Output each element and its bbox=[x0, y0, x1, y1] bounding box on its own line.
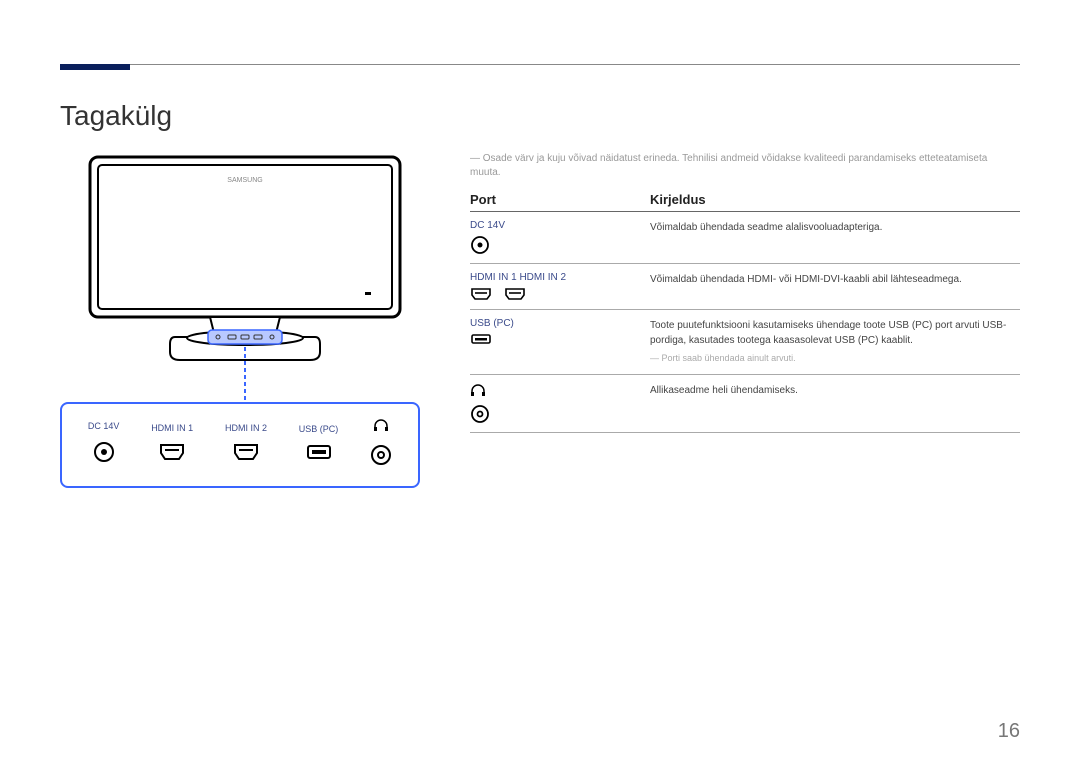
header-port: Port bbox=[470, 192, 650, 207]
table-row: DC 14V Võimaldab ühendada seadme alalisv… bbox=[470, 212, 1020, 264]
port-label bbox=[370, 418, 392, 434]
closeup-port-hdmi1: HDMI IN 1 bbox=[151, 423, 193, 463]
desc-cell: Allikaseadme heli ühendamiseks. bbox=[650, 383, 1020, 398]
closeup-port-hdmi2: HDMI IN 2 bbox=[225, 423, 267, 463]
desc-text: Toote puutefunktsiooni kasutamiseks ühen… bbox=[650, 320, 1006, 346]
content-row: SAMSUNG bbox=[60, 152, 1020, 488]
table-header: Port Kirjeldus bbox=[470, 192, 1020, 212]
table-row: HDMI IN 1 HDMI IN 2 Võimaldab ühendada H… bbox=[470, 264, 1020, 310]
page-title: Tagakülg bbox=[60, 100, 1020, 132]
hdmi-icon bbox=[233, 443, 259, 461]
top-rule bbox=[60, 64, 1020, 65]
page-number: 16 bbox=[998, 720, 1020, 743]
port-label: USB (PC) bbox=[299, 424, 339, 434]
usb-icon bbox=[306, 444, 332, 460]
monitor-diagram: SAMSUNG bbox=[80, 152, 410, 362]
note-text: Osade värv ja kuju võivad näidatust erin… bbox=[470, 152, 1020, 180]
hdmi-icon bbox=[159, 443, 185, 461]
desc-subnote: Porti saab ühendada ainult arvuti. bbox=[650, 352, 1020, 366]
port-label: HDMI IN 1 HDMI IN 2 bbox=[470, 272, 650, 283]
port-label: USB (PC) bbox=[470, 318, 650, 329]
port-cell: DC 14V bbox=[470, 220, 650, 255]
dc-icon bbox=[93, 441, 115, 463]
ports-closeup: DC 14V HDMI IN 1 HDMI IN 2 bbox=[60, 402, 420, 488]
port-label: DC 14V bbox=[470, 220, 650, 231]
port-cell: HDMI IN 1 HDMI IN 2 bbox=[470, 272, 650, 301]
monitor-svg: SAMSUNG bbox=[80, 152, 410, 362]
port-label: DC 14V bbox=[88, 421, 120, 431]
accent-bar bbox=[60, 64, 130, 70]
table-row: USB (PC) Toote puutefunktsiooni kasutami… bbox=[470, 310, 1020, 375]
header-desc: Kirjeldus bbox=[650, 192, 1020, 207]
headphone-icon bbox=[373, 418, 389, 432]
usb-icon bbox=[470, 333, 492, 345]
closeup-port-headphone bbox=[370, 418, 392, 468]
headphone-icon bbox=[470, 383, 486, 400]
hdmi-icon bbox=[470, 287, 492, 301]
port-label: HDMI IN 1 bbox=[151, 423, 193, 433]
dc-icon bbox=[470, 235, 490, 255]
port-cell bbox=[470, 383, 650, 424]
audio-jack-icon bbox=[370, 444, 392, 466]
port-label: HDMI IN 2 bbox=[225, 423, 267, 433]
desc-cell: Võimaldab ühendada HDMI- või HDMI-DVI-ka… bbox=[650, 272, 1020, 287]
desc-cell: Toote puutefunktsiooni kasutamiseks ühen… bbox=[650, 318, 1020, 366]
dashed-connector bbox=[80, 347, 410, 407]
desc-cell: Võimaldab ühendada seadme alalisvooluada… bbox=[650, 220, 1020, 235]
page: Tagakülg SAMSUNG bbox=[0, 0, 1080, 763]
audio-jack-icon bbox=[470, 404, 490, 424]
brand-text: SAMSUNG bbox=[227, 177, 262, 184]
description-column: Osade värv ja kuju võivad näidatust erin… bbox=[470, 152, 1020, 433]
hdmi-icon bbox=[504, 287, 526, 301]
port-cell: USB (PC) bbox=[470, 318, 650, 345]
closeup-port-dc: DC 14V bbox=[88, 421, 120, 465]
closeup-port-usb: USB (PC) bbox=[299, 424, 339, 462]
diagram-column: SAMSUNG bbox=[60, 152, 430, 488]
table-row: Allikaseadme heli ühendamiseks. bbox=[470, 375, 1020, 433]
